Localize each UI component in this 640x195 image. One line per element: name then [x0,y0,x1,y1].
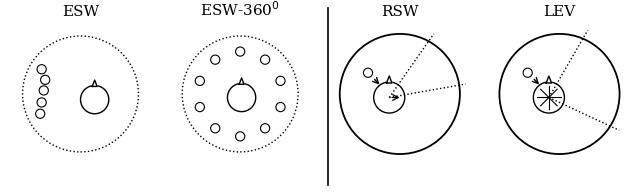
Polygon shape [546,76,552,83]
Polygon shape [387,76,392,83]
Title: RSW: RSW [381,5,419,19]
Title: LEV: LEV [543,5,575,19]
Title: ESW-360$^0$: ESW-360$^0$ [200,0,280,19]
Title: ESW: ESW [62,5,99,19]
Polygon shape [239,78,244,84]
Polygon shape [92,80,97,86]
